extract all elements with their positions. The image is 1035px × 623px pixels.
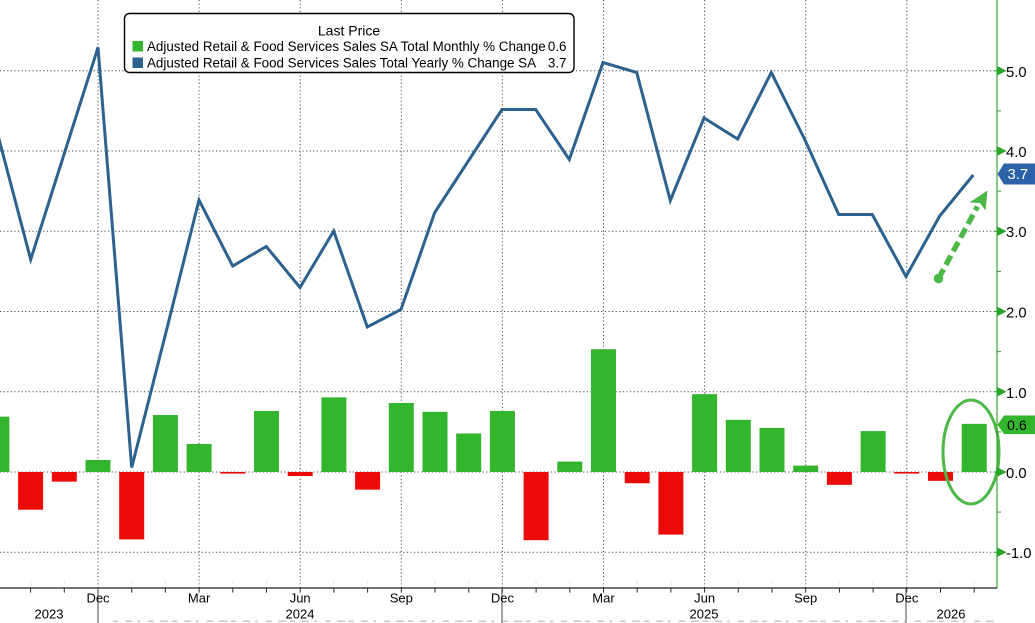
svg-text:2024: 2024 (286, 607, 315, 622)
svg-text:0.6: 0.6 (1007, 418, 1027, 434)
svg-text:Dec: Dec (895, 591, 919, 606)
svg-text:4.0: 4.0 (1006, 145, 1027, 161)
svg-text:2.0: 2.0 (1006, 306, 1027, 322)
svg-text:3.7: 3.7 (548, 56, 567, 71)
svg-text:2023: 2023 (35, 607, 64, 622)
svg-text:-1.0: -1.0 (1006, 546, 1032, 562)
svg-text:3.0: 3.0 (1006, 225, 1027, 241)
svg-text:Mar: Mar (188, 591, 211, 606)
svg-text:2025: 2025 (690, 607, 719, 622)
svg-text:Last Price: Last Price (318, 23, 380, 39)
svg-text:3.7: 3.7 (1008, 167, 1029, 183)
svg-text:Dec: Dec (86, 591, 110, 606)
svg-text:Sep: Sep (390, 591, 413, 606)
svg-text:0.0: 0.0 (1006, 466, 1027, 482)
svg-text:Adjusted Retail & Food Service: Adjusted Retail & Food Services Sales SA… (147, 39, 546, 54)
svg-text:2026: 2026 (937, 607, 966, 622)
svg-text:1.0: 1.0 (1006, 386, 1027, 402)
svg-text:Dec: Dec (491, 591, 515, 606)
svg-text:Sep: Sep (794, 591, 817, 606)
svg-text:Jun: Jun (290, 591, 311, 606)
svg-text:Jun: Jun (694, 591, 715, 606)
svg-text:0.6: 0.6 (548, 39, 567, 54)
svg-text:Mar: Mar (592, 591, 615, 606)
svg-text:5.0: 5.0 (1006, 65, 1027, 81)
svg-text:Adjusted Retail & Food Service: Adjusted Retail & Food Services Sales To… (147, 56, 536, 71)
